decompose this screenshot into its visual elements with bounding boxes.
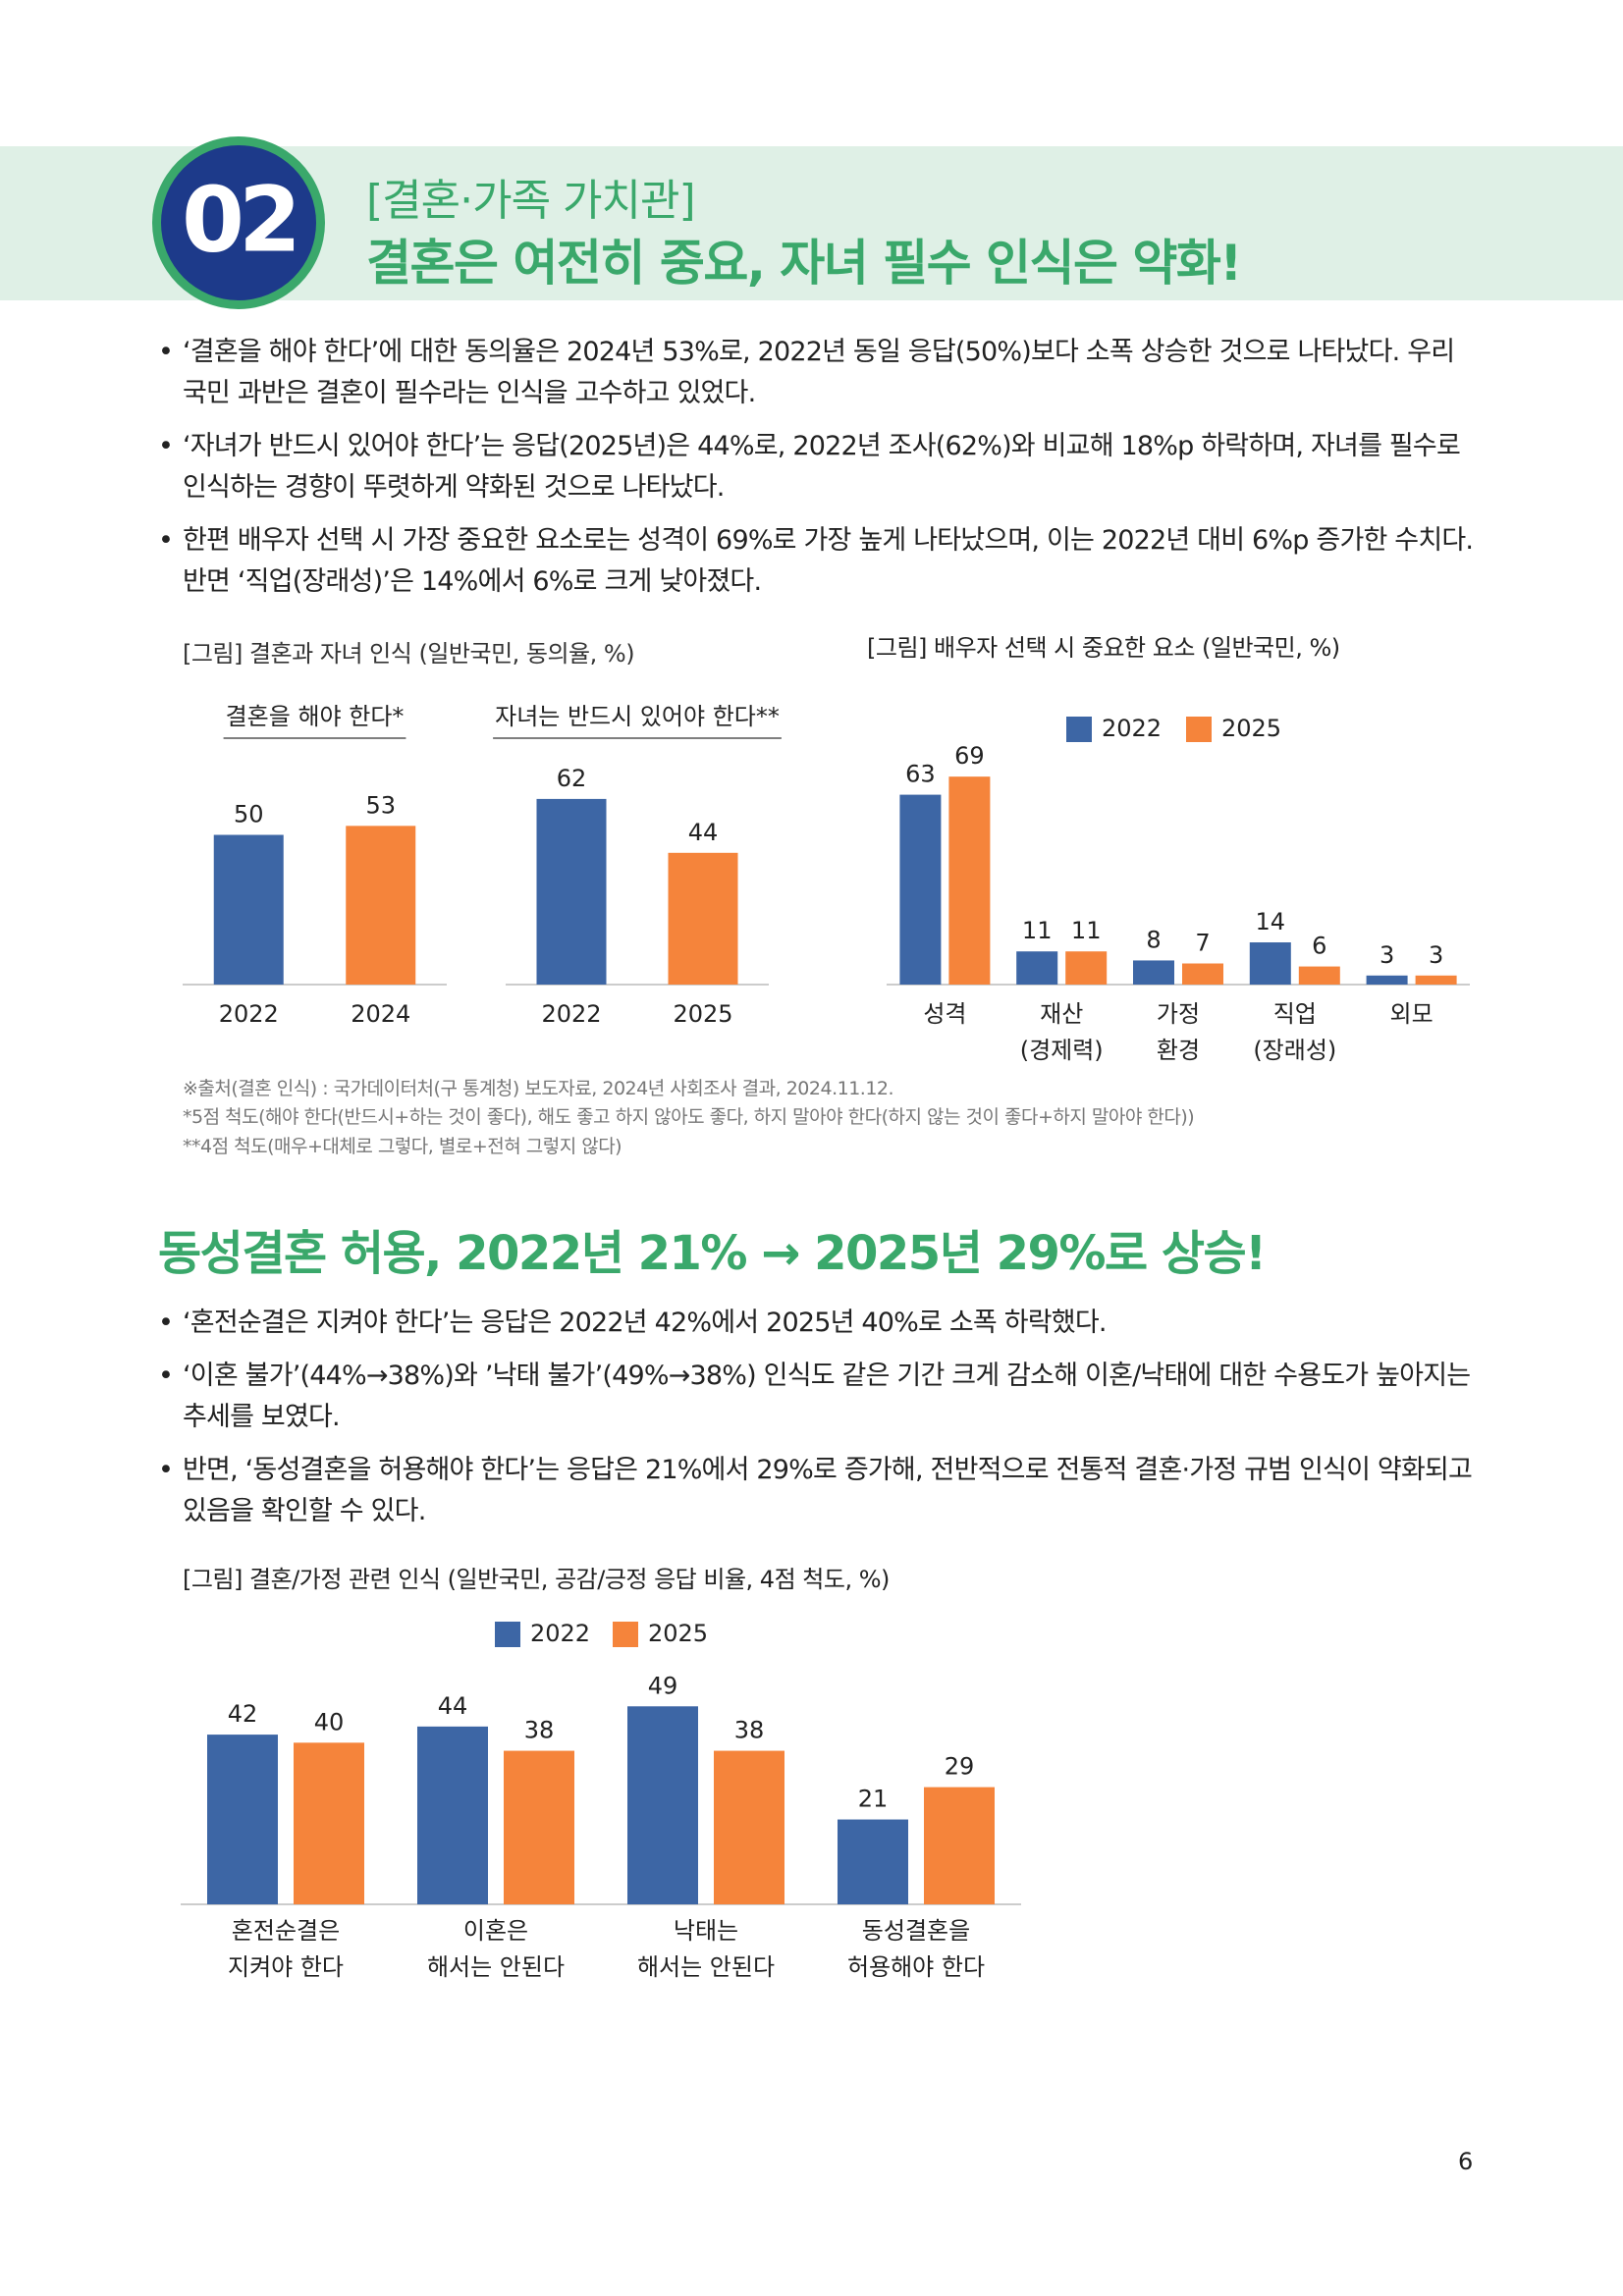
category-label: 2025 [673,1000,732,1028]
bar [1249,942,1291,985]
bar [1016,951,1058,985]
bar [346,826,416,985]
category-label: 혼전순결은 지켜야 한다 [228,1917,344,1981]
value-label: 50 [234,801,264,828]
header-category: [결혼·가족 가치관] [366,176,696,226]
bullet: ‘자녀가 반드시 있어야 한다’는 응답(2025년)은 44%로, 2022년… [158,426,1474,508]
bullet-list: ‘결혼을 해야 한다’에 대한 동의율은 2024년 53%로, 2022년 동… [158,332,1474,614]
value-label: 62 [557,765,587,792]
bullet-list: ‘혼전순결은 지켜야 한다’는 응답은 2022년 42%에서 2025년 40… [158,1303,1474,1544]
figure-caption: [그림] 결혼과 자녀 인식 (일반국민, 동의율, %) [183,640,635,667]
value-label: 44 [438,1692,468,1720]
badge: 02 [152,136,325,309]
bar [1298,966,1340,985]
bar [948,776,991,985]
bar [504,1750,574,1904]
footnote: **4점 척도(매우+대체로 그렇다, 별로+전혀 그렇지 않다) [183,1136,622,1157]
legend-swatch [613,1622,638,1647]
value-label: 69 [954,742,985,770]
value-label: 40 [314,1708,345,1735]
legend-label: 2025 [1221,715,1281,742]
value-label: 3 [1380,941,1394,969]
badge-number: 02 [182,167,296,272]
bullet: 반면, ‘동성결혼을 허용해야 한다’는 응답은 21%에서 29%로 증가해,… [158,1450,1474,1532]
legend-swatch [1066,717,1092,742]
chart-title: [그림] 결혼/가정 관련 인식 (일반국민, 공감/긍정 응답 비율, 4점 … [183,1566,890,1593]
value-label: 63 [905,761,936,788]
legend-swatch [495,1622,520,1647]
header-title: 결혼은 여전히 중요, 자녀 필수 인식은 약화! [366,235,1242,292]
legend-label: 2022 [1102,715,1162,742]
bar [207,1735,278,1904]
category-label: 외모 [1390,1000,1434,1028]
category-label: 2022 [541,1000,601,1028]
value-label: 3 [1429,941,1443,969]
value-label: 53 [365,791,396,819]
value-label: 14 [1256,908,1286,935]
panel-title: 자녀는 반드시 있어야 한다** [495,703,780,730]
category-label: 이혼은 해서는 안된다 [427,1917,565,1981]
bullet: ‘혼전순결은 지켜야 한다’는 응답은 2022년 42%에서 2025년 40… [158,1303,1474,1344]
bar [924,1787,995,1904]
bar [536,798,607,985]
value-label: 29 [945,1753,975,1781]
badge-circle [161,145,316,300]
category-label: 동성결혼을 허용해야 한다 [847,1917,985,1981]
bar [668,852,738,985]
bar [1065,951,1108,985]
value-label: 11 [1071,917,1102,944]
value-label: 6 [1312,933,1326,960]
value-label: 7 [1195,930,1210,957]
value-label: 42 [228,1700,258,1728]
bullet: ‘결혼을 해야 한다’에 대한 동의율은 2024년 53%로, 2022년 동… [158,332,1474,414]
bar [294,1742,364,1904]
bullet: 한편 배우자 선택 시 가장 중요한 요소로는 성격이 69%로 가장 높게 나… [158,520,1474,603]
category-label: 직업 (장래성) [1253,1000,1336,1064]
value-label: 8 [1146,926,1161,953]
category-label: 가정 환경 [1157,1000,1200,1064]
bar [1133,960,1174,985]
bar [213,834,284,985]
category-label: 성격 [923,1000,966,1028]
footnote: *5점 척도(해야 한다(반드시+하는 것이 좋다), 해도 좋고 하지 않아도… [183,1106,1195,1128]
page-number: 6 [1458,2148,1474,2175]
category-label: 낙태는 해서는 안된다 [637,1917,775,1981]
bar [1415,975,1457,985]
bar [1366,975,1408,985]
bar [838,1819,908,1904]
bar [417,1726,488,1904]
legend-label: 2025 [648,1620,708,1647]
legend-label: 2022 [530,1620,590,1647]
value-label: 38 [734,1717,765,1744]
bullet: ‘이혼 불가’(44%→38%)와 ’낙태 불가’(49%→38%) 인식도 같… [158,1356,1474,1438]
value-label: 11 [1022,917,1053,944]
panel-title: 결혼을 해야 한다* [226,703,405,730]
section-title: 동성결혼 허용, 2022년 21% → 2025년 29%로 상승! [158,1226,1267,1281]
bar [627,1706,698,1904]
footnote: ※출처(결혼 인식) : 국가데이터처(구 통계청) 보도자료, 2024년 사… [183,1078,894,1099]
chart-title: [그림] 배우자 선택 시 중요한 요소 (일반국민, %) [867,634,1340,662]
legend-swatch [1186,717,1212,742]
bar [714,1750,784,1904]
value-label: 49 [648,1672,678,1699]
value-label: 21 [858,1786,889,1813]
bar [899,794,942,985]
category-label: 2024 [351,1000,410,1028]
category-label: 2022 [219,1000,279,1028]
value-label: 44 [688,819,719,846]
bar [1182,963,1223,985]
category-label: 재산 (경제력) [1020,1000,1104,1064]
value-label: 38 [524,1717,555,1744]
